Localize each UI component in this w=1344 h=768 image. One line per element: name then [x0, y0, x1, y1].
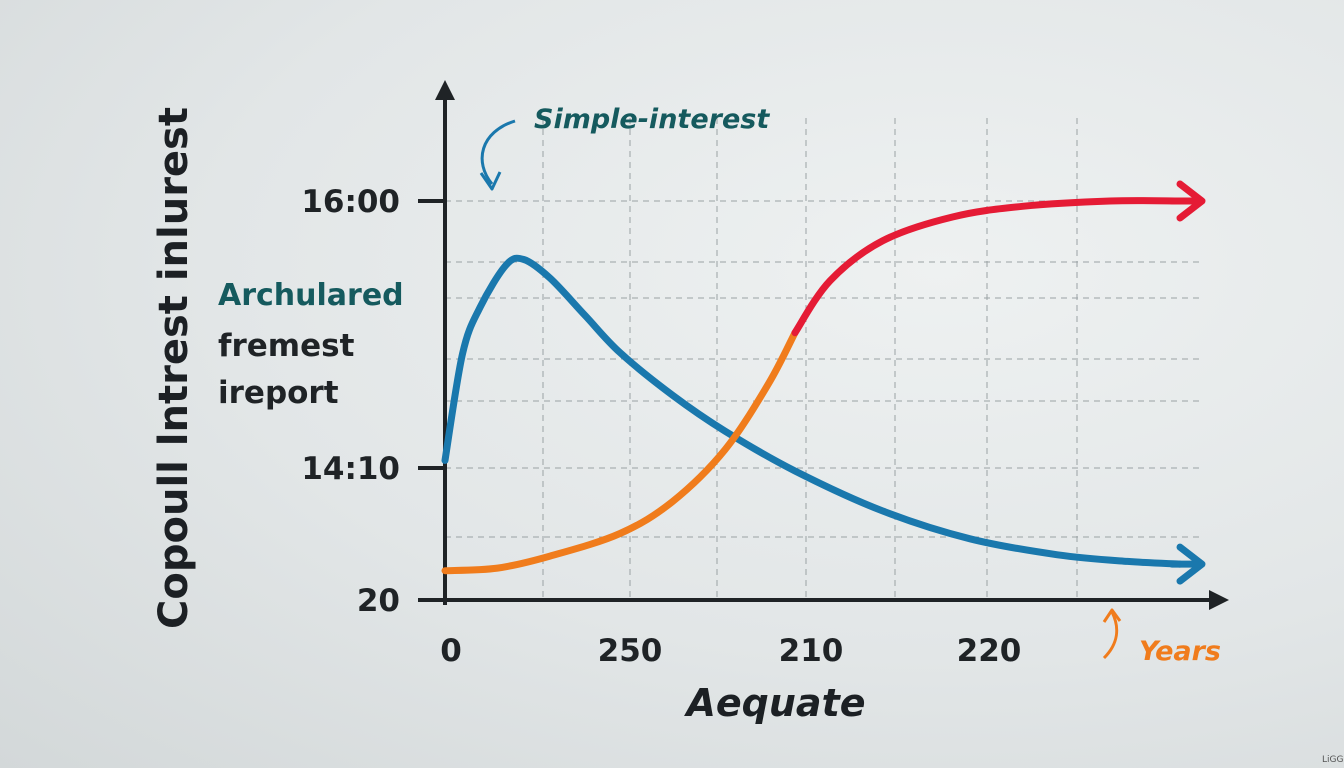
series-line-0 — [441, 254, 1184, 568]
x-axis-label: Aequate — [683, 681, 865, 725]
simple-interest-annotation: Simple-interest — [534, 104, 770, 135]
years-arrowhead-icon — [1102, 608, 1122, 623]
series-line-2 — [791, 197, 1184, 337]
x-tick-label: 210 — [779, 633, 844, 669]
y-tick-label: 14:10 — [301, 451, 400, 487]
series-line-1 — [441, 329, 799, 575]
x-tick-label: 0 — [440, 633, 462, 669]
series-layer — [441, 180, 1206, 585]
legend-line-1: Archulared — [218, 278, 404, 313]
y-tick-label: 20 — [357, 583, 400, 619]
signature-mark: LiGG — [1322, 755, 1343, 765]
simple-interest-arrowhead-icon — [479, 171, 502, 191]
legend-line-2: fremest — [218, 328, 355, 364]
y-axis-label: Copoull lntrest inlurest — [151, 107, 197, 629]
x-tick-label: 220 — [957, 633, 1022, 669]
x-ticks: 0 250 210 220 — [440, 633, 1021, 669]
grid-lines — [445, 118, 1200, 600]
years-annotation: Years — [1139, 636, 1221, 667]
years-curved-arrow-icon — [1102, 611, 1119, 660]
y-ticks: 20 14:10 16:00 — [301, 184, 445, 619]
x-tick-label: 250 — [598, 633, 663, 669]
y-tick-label: 16:00 — [301, 184, 400, 220]
legend-line-3: ireport — [218, 375, 339, 411]
simple-interest-curved-arrow-icon — [480, 119, 516, 185]
